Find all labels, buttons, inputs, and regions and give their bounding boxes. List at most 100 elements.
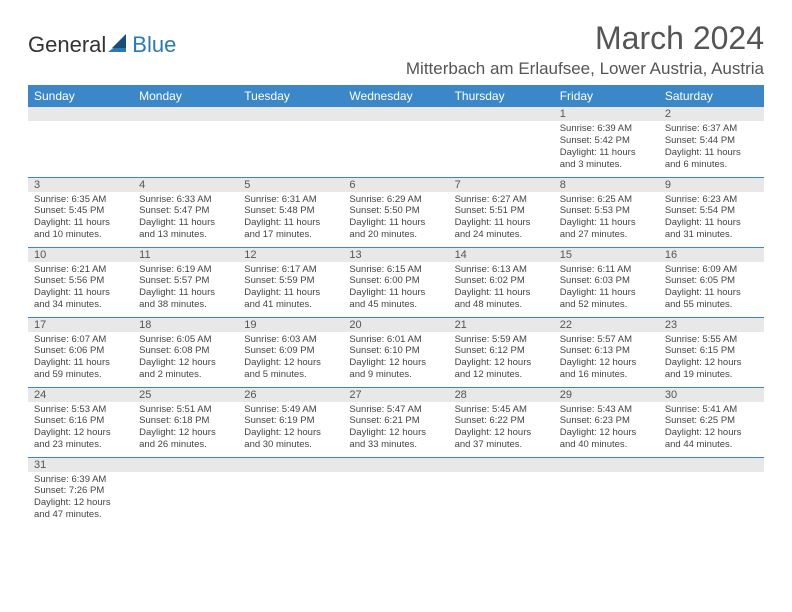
weekday-header: Wednesday — [343, 85, 448, 107]
calendar-cell — [343, 107, 448, 177]
daylight-text: Daylight: 12 hours and 2 minutes. — [139, 357, 232, 381]
sunrise-text: Sunrise: 5:43 AM — [560, 404, 653, 416]
calendar-body: 1Sunrise: 6:39 AMSunset: 5:42 PMDaylight… — [28, 107, 764, 527]
sunrise-text: Sunrise: 6:25 AM — [560, 194, 653, 206]
day-details: Sunrise: 6:07 AMSunset: 6:06 PMDaylight:… — [28, 332, 133, 386]
day-number: 12 — [238, 248, 343, 262]
day-number: 7 — [449, 178, 554, 192]
daylight-text: Daylight: 11 hours and 6 minutes. — [665, 147, 758, 171]
sunrise-text: Sunrise: 6:33 AM — [139, 194, 232, 206]
sunrise-text: Sunrise: 5:47 AM — [349, 404, 442, 416]
daylight-text: Daylight: 11 hours and 17 minutes. — [244, 217, 337, 241]
day-details: Sunrise: 6:19 AMSunset: 5:57 PMDaylight:… — [133, 262, 238, 316]
sunset-text: Sunset: 5:47 PM — [139, 205, 232, 217]
sunset-text: Sunset: 6:25 PM — [665, 415, 758, 427]
calendar-row: 24Sunrise: 5:53 AMSunset: 6:16 PMDayligh… — [28, 387, 764, 457]
calendar-cell: 6Sunrise: 6:29 AMSunset: 5:50 PMDaylight… — [343, 177, 448, 247]
calendar-row: 3Sunrise: 6:35 AMSunset: 5:45 PMDaylight… — [28, 177, 764, 247]
sunrise-text: Sunrise: 6:15 AM — [349, 264, 442, 276]
day-number — [659, 458, 764, 472]
calendar-cell — [238, 107, 343, 177]
calendar-cell: 7Sunrise: 6:27 AMSunset: 5:51 PMDaylight… — [449, 177, 554, 247]
sunrise-text: Sunrise: 6:21 AM — [34, 264, 127, 276]
day-number: 2 — [659, 107, 764, 121]
day-details: Sunrise: 6:01 AMSunset: 6:10 PMDaylight:… — [343, 332, 448, 386]
sunrise-text: Sunrise: 6:23 AM — [665, 194, 758, 206]
sunset-text: Sunset: 5:51 PM — [455, 205, 548, 217]
sunrise-text: Sunrise: 6:39 AM — [560, 123, 653, 135]
calendar-cell — [554, 457, 659, 527]
calendar-row: 31Sunrise: 6:39 AMSunset: 7:26 PMDayligh… — [28, 457, 764, 527]
sunset-text: Sunset: 6:19 PM — [244, 415, 337, 427]
calendar-cell: 26Sunrise: 5:49 AMSunset: 6:19 PMDayligh… — [238, 387, 343, 457]
day-number: 4 — [133, 178, 238, 192]
sunrise-text: Sunrise: 5:59 AM — [455, 334, 548, 346]
day-details: Sunrise: 6:23 AMSunset: 5:54 PMDaylight:… — [659, 192, 764, 246]
calendar-cell: 9Sunrise: 6:23 AMSunset: 5:54 PMDaylight… — [659, 177, 764, 247]
sunrise-text: Sunrise: 5:41 AM — [665, 404, 758, 416]
day-details: Sunrise: 6:05 AMSunset: 6:08 PMDaylight:… — [133, 332, 238, 386]
day-number: 16 — [659, 248, 764, 262]
sunset-text: Sunset: 6:00 PM — [349, 275, 442, 287]
calendar-row: 1Sunrise: 6:39 AMSunset: 5:42 PMDaylight… — [28, 107, 764, 177]
calendar-cell: 18Sunrise: 6:05 AMSunset: 6:08 PMDayligh… — [133, 317, 238, 387]
day-number — [133, 458, 238, 472]
sunset-text: Sunset: 6:18 PM — [139, 415, 232, 427]
calendar-cell: 16Sunrise: 6:09 AMSunset: 6:05 PMDayligh… — [659, 247, 764, 317]
sunset-text: Sunset: 6:03 PM — [560, 275, 653, 287]
calendar-cell — [449, 457, 554, 527]
sunset-text: Sunset: 5:42 PM — [560, 135, 653, 147]
daylight-text: Daylight: 12 hours and 19 minutes. — [665, 357, 758, 381]
day-details: Sunrise: 5:47 AMSunset: 6:21 PMDaylight:… — [343, 402, 448, 456]
daylight-text: Daylight: 12 hours and 26 minutes. — [139, 427, 232, 451]
day-details: Sunrise: 6:27 AMSunset: 5:51 PMDaylight:… — [449, 192, 554, 246]
day-number — [28, 107, 133, 121]
calendar-cell: 11Sunrise: 6:19 AMSunset: 5:57 PMDayligh… — [133, 247, 238, 317]
day-number — [554, 458, 659, 472]
day-number — [449, 107, 554, 121]
sunrise-text: Sunrise: 6:19 AM — [139, 264, 232, 276]
calendar-cell — [238, 457, 343, 527]
day-number: 27 — [343, 388, 448, 402]
day-number — [238, 107, 343, 121]
sunrise-text: Sunrise: 5:45 AM — [455, 404, 548, 416]
calendar-cell — [133, 457, 238, 527]
day-details: Sunrise: 5:49 AMSunset: 6:19 PMDaylight:… — [238, 402, 343, 456]
sunrise-text: Sunrise: 5:53 AM — [34, 404, 127, 416]
weekday-header-row: SundayMondayTuesdayWednesdayThursdayFrid… — [28, 85, 764, 107]
sunset-text: Sunset: 6:10 PM — [349, 345, 442, 357]
logo-text-blue: Blue — [132, 32, 176, 58]
day-number: 23 — [659, 318, 764, 332]
calendar-cell — [449, 107, 554, 177]
sunset-text: Sunset: 6:15 PM — [665, 345, 758, 357]
day-number: 11 — [133, 248, 238, 262]
calendar-cell: 21Sunrise: 5:59 AMSunset: 6:12 PMDayligh… — [449, 317, 554, 387]
daylight-text: Daylight: 11 hours and 34 minutes. — [34, 287, 127, 311]
day-number: 20 — [343, 318, 448, 332]
daylight-text: Daylight: 12 hours and 47 minutes. — [34, 497, 127, 521]
day-details: Sunrise: 6:13 AMSunset: 6:02 PMDaylight:… — [449, 262, 554, 316]
calendar-cell — [343, 457, 448, 527]
day-details: Sunrise: 6:39 AMSunset: 7:26 PMDaylight:… — [28, 472, 133, 526]
calendar-cell: 24Sunrise: 5:53 AMSunset: 6:16 PMDayligh… — [28, 387, 133, 457]
daylight-text: Daylight: 11 hours and 10 minutes. — [34, 217, 127, 241]
daylight-text: Daylight: 11 hours and 31 minutes. — [665, 217, 758, 241]
sunrise-text: Sunrise: 6:29 AM — [349, 194, 442, 206]
day-number: 26 — [238, 388, 343, 402]
logo-icon — [108, 32, 130, 58]
sunrise-text: Sunrise: 6:07 AM — [34, 334, 127, 346]
day-number: 25 — [133, 388, 238, 402]
daylight-text: Daylight: 12 hours and 33 minutes. — [349, 427, 442, 451]
day-number: 30 — [659, 388, 764, 402]
calendar-cell: 31Sunrise: 6:39 AMSunset: 7:26 PMDayligh… — [28, 457, 133, 527]
sunset-text: Sunset: 5:45 PM — [34, 205, 127, 217]
day-details: Sunrise: 5:41 AMSunset: 6:25 PMDaylight:… — [659, 402, 764, 456]
day-details: Sunrise: 6:35 AMSunset: 5:45 PMDaylight:… — [28, 192, 133, 246]
day-details: Sunrise: 6:37 AMSunset: 5:44 PMDaylight:… — [659, 121, 764, 175]
day-details: Sunrise: 5:51 AMSunset: 6:18 PMDaylight:… — [133, 402, 238, 456]
sunrise-text: Sunrise: 5:57 AM — [560, 334, 653, 346]
calendar-cell: 1Sunrise: 6:39 AMSunset: 5:42 PMDaylight… — [554, 107, 659, 177]
day-number: 24 — [28, 388, 133, 402]
sunset-text: Sunset: 6:22 PM — [455, 415, 548, 427]
daylight-text: Daylight: 12 hours and 16 minutes. — [560, 357, 653, 381]
